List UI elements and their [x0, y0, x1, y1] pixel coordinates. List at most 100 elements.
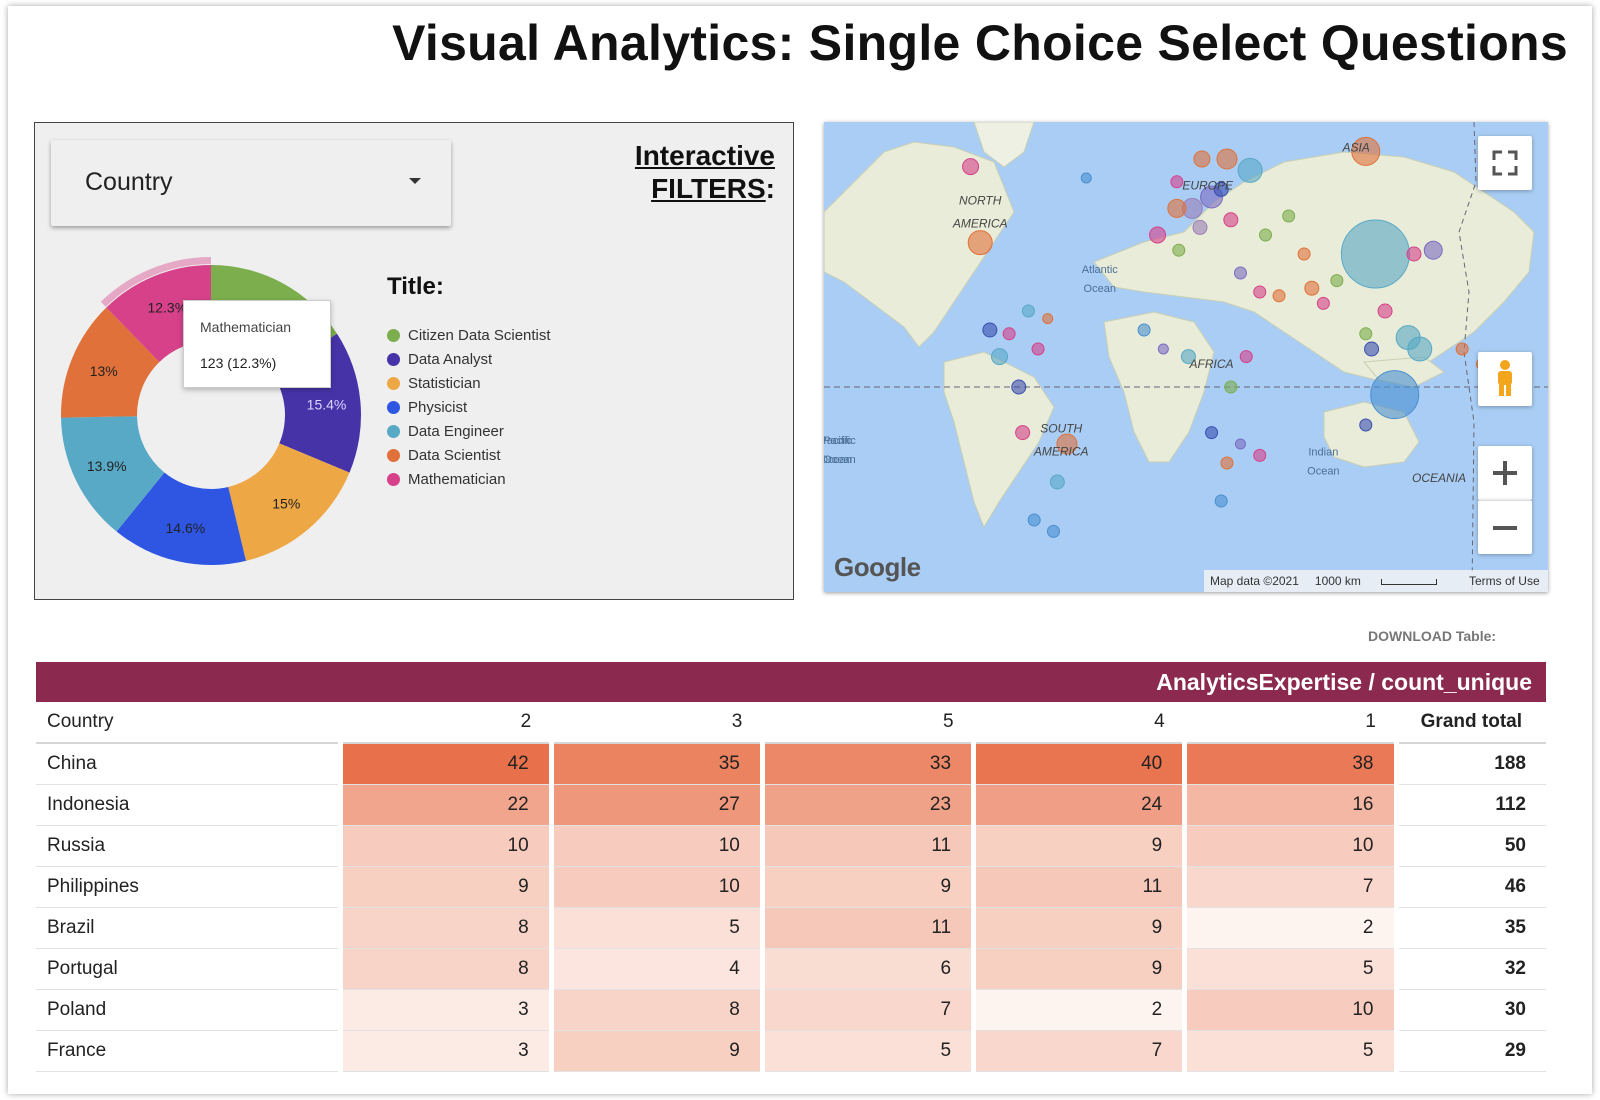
terms-of-use-link[interactable]: Terms of Use — [1468, 574, 1540, 588]
map-bubble[interactable] — [1253, 448, 1267, 462]
table-cell: 22 — [337, 784, 554, 826]
map-bubble[interactable] — [1011, 379, 1027, 395]
map-bubble[interactable] — [1282, 209, 1296, 223]
filters-heading-colon: : — [765, 173, 775, 204]
map-bubble[interactable] — [1455, 342, 1469, 356]
table-row[interactable]: Philippines 9 10 9 11 7 46 — [36, 866, 1546, 908]
table-row[interactable]: Russia 10 10 11 9 10 50 — [36, 825, 1546, 867]
map-bubble[interactable] — [1021, 304, 1035, 318]
map-bubble[interactable] — [1042, 313, 1054, 325]
map-bubble[interactable] — [1172, 243, 1186, 257]
map-bubble[interactable] — [1056, 433, 1078, 455]
donut-slice-data-scientist[interactable] — [61, 307, 160, 418]
map-bubble[interactable] — [1180, 349, 1196, 365]
legend-item-citizen-data-scientist[interactable]: Citizen Data Scientist — [387, 323, 551, 347]
map-bubble[interactable] — [1149, 226, 1167, 244]
column-header-4[interactable]: 4 — [973, 702, 1185, 744]
map-bubble[interactable] — [1316, 296, 1330, 310]
legend-item-mathematician[interactable]: Mathematician — [387, 467, 551, 491]
map-bubble[interactable] — [1359, 327, 1373, 341]
tooltip-value: 123 (12.3%) — [200, 355, 277, 371]
column-header-country[interactable]: Country — [36, 702, 340, 744]
map-bubble[interactable] — [962, 158, 980, 176]
map-bubble[interactable] — [982, 322, 998, 338]
map-bubble[interactable] — [1220, 456, 1234, 470]
table-row[interactable]: Portugal 8 4 6 9 5 32 — [36, 948, 1546, 990]
zoom-in-button[interactable] — [1478, 446, 1532, 500]
row-grand-total: 32 — [1396, 948, 1546, 990]
map-bubble[interactable] — [1297, 247, 1311, 261]
map-canvas[interactable]: NORTH AMERICA EUROPE ASIA AFRICA SOUTH AMERICA… — [824, 122, 1548, 592]
map-bubbles[interactable] — [962, 136, 1519, 538]
map-bubble[interactable] — [1377, 303, 1393, 319]
donut-slice-statistician[interactable] — [228, 443, 350, 561]
legend-item-data-analyst[interactable]: Data Analyst — [387, 347, 551, 371]
map-bubble[interactable] — [1157, 343, 1169, 355]
map-bubble[interactable] — [1193, 150, 1211, 168]
column-header-1[interactable]: 1 — [1184, 702, 1396, 744]
map-bubble[interactable] — [1167, 198, 1187, 218]
map-bubble[interactable] — [1359, 418, 1373, 432]
map-bubble[interactable] — [1370, 370, 1420, 420]
donut-slice-data-engineer[interactable] — [61, 416, 165, 532]
map-bubble[interactable] — [1239, 350, 1253, 364]
map-bubble[interactable] — [1330, 274, 1344, 288]
fullscreen-button[interactable] — [1478, 136, 1532, 190]
legend-item-physicist[interactable]: Physicist — [387, 395, 551, 419]
world-map[interactable]: NORTH AMERICA EUROPE ASIA AFRICA SOUTH AMERICA… — [824, 122, 1548, 592]
legend-item-data-scientist[interactable]: Data Scientist — [387, 443, 551, 467]
map-bubble[interactable] — [1080, 172, 1092, 184]
legend-item-statistician[interactable]: Statistician — [387, 371, 551, 395]
map-bubble[interactable] — [1027, 513, 1041, 527]
map-bubble[interactable] — [1304, 280, 1320, 296]
table-row[interactable]: Brazil 8 5 11 9 2 35 — [36, 907, 1546, 949]
map-bubble[interactable] — [1002, 327, 1016, 341]
table-row[interactable]: Poland 3 8 7 2 10 30 — [36, 989, 1546, 1031]
donut-chart[interactable]: 15.4% 15% 14.6% 13.9% 13% 12.3% — [35, 243, 375, 583]
column-header-5[interactable]: 5 — [762, 702, 974, 744]
map-bubble[interactable] — [1049, 474, 1065, 490]
map-bubble[interactable] — [1259, 228, 1273, 242]
country-filter-dropdown[interactable]: Country — [51, 140, 451, 226]
map-bubble[interactable] — [1031, 342, 1045, 356]
map-bubble[interactable] — [1407, 336, 1433, 362]
map-bubble[interactable] — [1351, 136, 1381, 166]
download-table-link[interactable]: DOWNLOAD Table: — [1368, 628, 1497, 644]
map-bubble[interactable] — [1340, 219, 1410, 289]
slice-label-statistician: 15% — [272, 495, 300, 511]
chevron-down-icon[interactable] — [409, 178, 421, 184]
map-bubble[interactable] — [1216, 148, 1238, 170]
map-bubble[interactable] — [1364, 341, 1380, 357]
map-bubble[interactable] — [1224, 380, 1238, 394]
map-bubble[interactable] — [991, 348, 1008, 366]
map-bubble[interactable] — [1214, 494, 1228, 508]
map-bubble[interactable] — [1234, 438, 1246, 450]
map-bubble[interactable] — [1046, 524, 1060, 538]
map-bubble[interactable] — [967, 230, 993, 256]
map-bubble[interactable] — [1137, 323, 1151, 337]
map-scale[interactable]: 1000 km — [1315, 574, 1453, 588]
column-header-3[interactable]: 3 — [551, 702, 763, 744]
map-bubble[interactable] — [1205, 426, 1219, 440]
map-bubble[interactable] — [1213, 181, 1229, 197]
legend-item-data-engineer[interactable]: Data Engineer — [387, 419, 551, 443]
column-header-2[interactable]: 2 — [340, 702, 552, 744]
table-row[interactable]: France 3 9 5 7 5 29 — [36, 1030, 1546, 1072]
legend-swatch — [387, 400, 400, 414]
map-bubble[interactable] — [1406, 246, 1422, 262]
table-row[interactable]: Indonesia 22 27 23 24 16 112 — [36, 784, 1546, 826]
street-view-pegman-button[interactable] — [1478, 352, 1532, 406]
map-bubble[interactable] — [1237, 157, 1263, 183]
map-bubble[interactable] — [1015, 425, 1031, 441]
map-bubble[interactable] — [1233, 266, 1247, 280]
map-bubble[interactable] — [1253, 285, 1267, 299]
donut-slice-physicist[interactable] — [116, 472, 246, 565]
map-bubble[interactable] — [1423, 240, 1443, 260]
column-header-grand-total[interactable]: Grand total — [1396, 702, 1546, 744]
map-bubble[interactable] — [1223, 212, 1239, 228]
zoom-out-button[interactable] — [1478, 500, 1532, 554]
map-bubble[interactable] — [1170, 175, 1184, 189]
map-bubble[interactable] — [1272, 289, 1286, 303]
map-bubble[interactable] — [1192, 219, 1208, 235]
table-row[interactable]: China 42 35 33 40 38 188 — [36, 743, 1546, 785]
